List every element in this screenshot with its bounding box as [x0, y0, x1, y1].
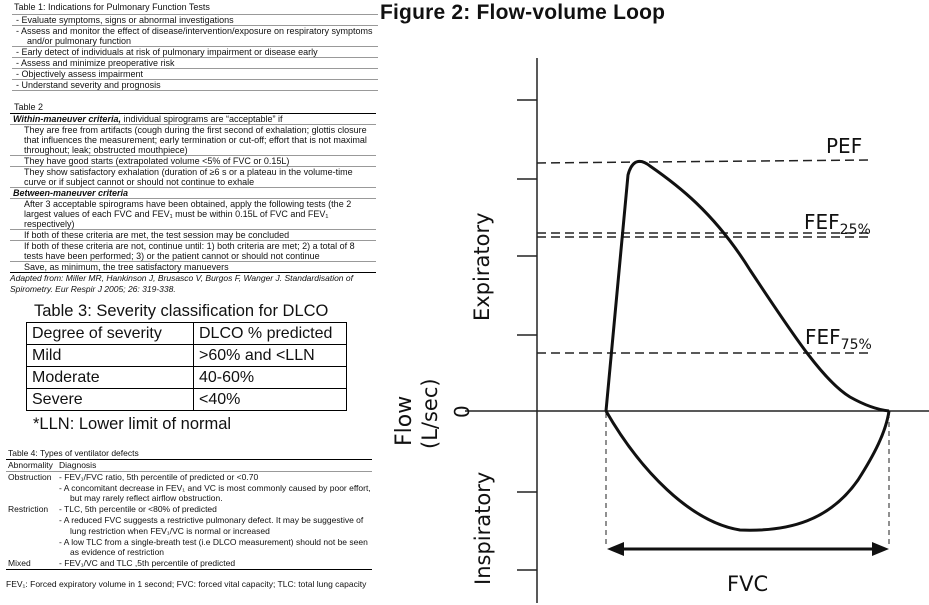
table-row: Restriction - TLC, 5th percentile or <80… — [6, 504, 372, 558]
table3-caption: Table 3: Severity classification for DLC… — [34, 302, 329, 320]
table1-item: - Assess and minimize preoperative risk — [16, 58, 175, 68]
table3: Degree of severity DLCO % predicted Mild… — [26, 322, 347, 411]
table3-cell: Moderate — [26, 366, 194, 389]
list-item: - FEV₁/FVC ratio, 5th percentile of pred… — [59, 471, 259, 482]
table-row: They have good starts (extrapolated volu… — [10, 156, 376, 167]
fvc-arrow-left-head — [607, 542, 624, 556]
table1-caption: Table 1: Indications for Pulmonary Funct… — [14, 2, 210, 12]
table4-footnote: FEV₁: Forced expiratory volume in 1 seco… — [6, 579, 367, 589]
table-row: Severe <40% — [26, 388, 347, 411]
within-header-bold: Within-maneuver criteria, — [13, 114, 121, 124]
table-row: If both of these criteria are met, the t… — [10, 230, 376, 241]
diagnosis-cell: - FEV₁/VC and TLC ,5th percentile of pre… — [59, 558, 372, 569]
fef75-label-main: FEF — [805, 325, 841, 349]
pef-dashed-line — [536, 159, 871, 164]
table1-item: - Understand severity and prognosis — [16, 80, 161, 90]
table-row: - Objectively assess impairment — [12, 68, 378, 80]
table-row: After 3 acceptable spirograms have been … — [10, 199, 376, 230]
table-row: - Early detect of individuals at risk of… — [12, 46, 378, 58]
table4: Abnormality Diagnosis Obstruction - FEV₁… — [6, 459, 372, 570]
table-row: - Assess and minimize preoperative risk — [12, 57, 378, 69]
table3-cell: <40% — [193, 388, 347, 411]
table2-footnote: Adapted from: Miller MR, Hankinson J, Br… — [10, 273, 353, 294]
diagnosis-cell: - FEV₁/FVC ratio, 5th percentile of pred… — [59, 472, 372, 504]
reference-lines — [536, 159, 890, 548]
expiratory-label: Expiratory — [470, 212, 494, 321]
abnormality-label: Restriction — [8, 504, 49, 515]
between-maneuver-header: Between-maneuver criteria — [10, 188, 376, 199]
table-row: - Understand severity and prognosis — [12, 79, 378, 91]
table3-cell: Severe — [26, 388, 194, 411]
table1-item: - Objectively assess impairment — [16, 69, 144, 79]
within-header-rest: individual spirograms are “acceptable” i… — [120, 114, 283, 124]
table1: - Evaluate symptoms, signs or abnormal i… — [12, 14, 378, 91]
table-row: If both of these criteria are not, conti… — [10, 241, 376, 262]
table4-caption: Table 4: Types of ventilator defects — [8, 448, 139, 458]
figure-title: Figure 2: Flow-volume Loop — [380, 1, 666, 24]
inspiratory-label: Inspiratory — [471, 472, 495, 585]
table1-item: - Assess and monitor the effect of disea… — [16, 26, 373, 46]
fef25-label: FEF25% — [804, 210, 871, 238]
table1-item: - Evaluate symptoms, signs or abnormal i… — [16, 15, 234, 25]
table-row: - Evaluate symptoms, signs or abnormal i… — [12, 14, 378, 26]
fef75-label-sub: 75% — [841, 337, 872, 353]
table3-note: *LLN: Lower limit of normal — [33, 415, 232, 433]
table-header-row: Abnormality Diagnosis — [6, 459, 372, 472]
expiratory-curve — [604, 159, 890, 413]
list-item: - FEV₁/VC and TLC ,5th percentile of pre… — [59, 558, 236, 569]
list-item: - A reduced FVC suggests a restrictive p… — [59, 514, 364, 536]
fvc-label: FVC — [727, 572, 768, 596]
abnormality-label: Obstruction — [8, 471, 52, 482]
table2-caption: Table 2 — [14, 102, 44, 112]
table2: Within-maneuver criteria, individual spi… — [10, 113, 376, 273]
table4-header-cell: Diagnosis — [59, 460, 97, 470]
zero-label: 0 — [450, 405, 474, 418]
table-row: They are free from artifacts (cough duri… — [10, 125, 376, 156]
table-row: Save, as minimum, the tree satisfactory … — [10, 262, 376, 273]
table-row: Mild >60% and <LLN — [26, 344, 347, 367]
list-item: - A concomitant decrease in FEV₁ and VC … — [59, 482, 371, 504]
fef25-label-sub: 25% — [840, 222, 871, 238]
table1-item: - Early detect of individuals at risk of… — [16, 47, 318, 57]
table3-cell: >60% and <LLN — [193, 344, 347, 367]
abnormality-label: Mixed — [8, 558, 31, 569]
table-row: Mixed - FEV₁/VC and TLC ,5th percentile … — [6, 558, 372, 570]
inspiratory-curve — [604, 410, 891, 532]
diagnosis-cell: - TLC, 5th percentile or <80% of predict… — [59, 504, 372, 558]
table4-header-cell: Abnormality — [8, 460, 53, 470]
fef25-label-main: FEF — [804, 210, 840, 234]
table-row: - Assess and monitor the effect of disea… — [12, 25, 378, 47]
list-item: - TLC, 5th percentile or <80% of predict… — [59, 504, 217, 515]
table-row: Obstruction - FEV₁/FVC ratio, 5th percen… — [6, 472, 372, 504]
fvc-arrow-right-head — [872, 542, 889, 556]
flow-units-label: (L/sec) — [418, 378, 442, 449]
table-row: They show satisfactory exhalation (durat… — [10, 167, 376, 188]
flow-label: Flow — [392, 396, 417, 446]
axis-ticks — [517, 99, 537, 571]
list-item: - A low TLC from a single-breath test (i… — [59, 536, 368, 558]
within-maneuver-header: Within-maneuver criteria, individual spi… — [10, 114, 376, 125]
fef75-label: FEF75% — [805, 325, 872, 353]
pef-label: PEF — [826, 134, 862, 158]
